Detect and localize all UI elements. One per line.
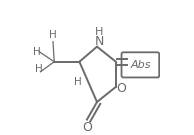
- Text: O: O: [82, 121, 92, 134]
- FancyBboxPatch shape: [121, 52, 159, 77]
- Text: H: H: [33, 47, 41, 57]
- Text: O: O: [116, 82, 126, 95]
- Text: H: H: [74, 77, 82, 87]
- Text: H: H: [49, 30, 57, 40]
- Text: H: H: [95, 27, 104, 37]
- Text: N: N: [95, 35, 104, 48]
- Text: H: H: [35, 64, 43, 74]
- Text: Abs: Abs: [130, 60, 151, 70]
